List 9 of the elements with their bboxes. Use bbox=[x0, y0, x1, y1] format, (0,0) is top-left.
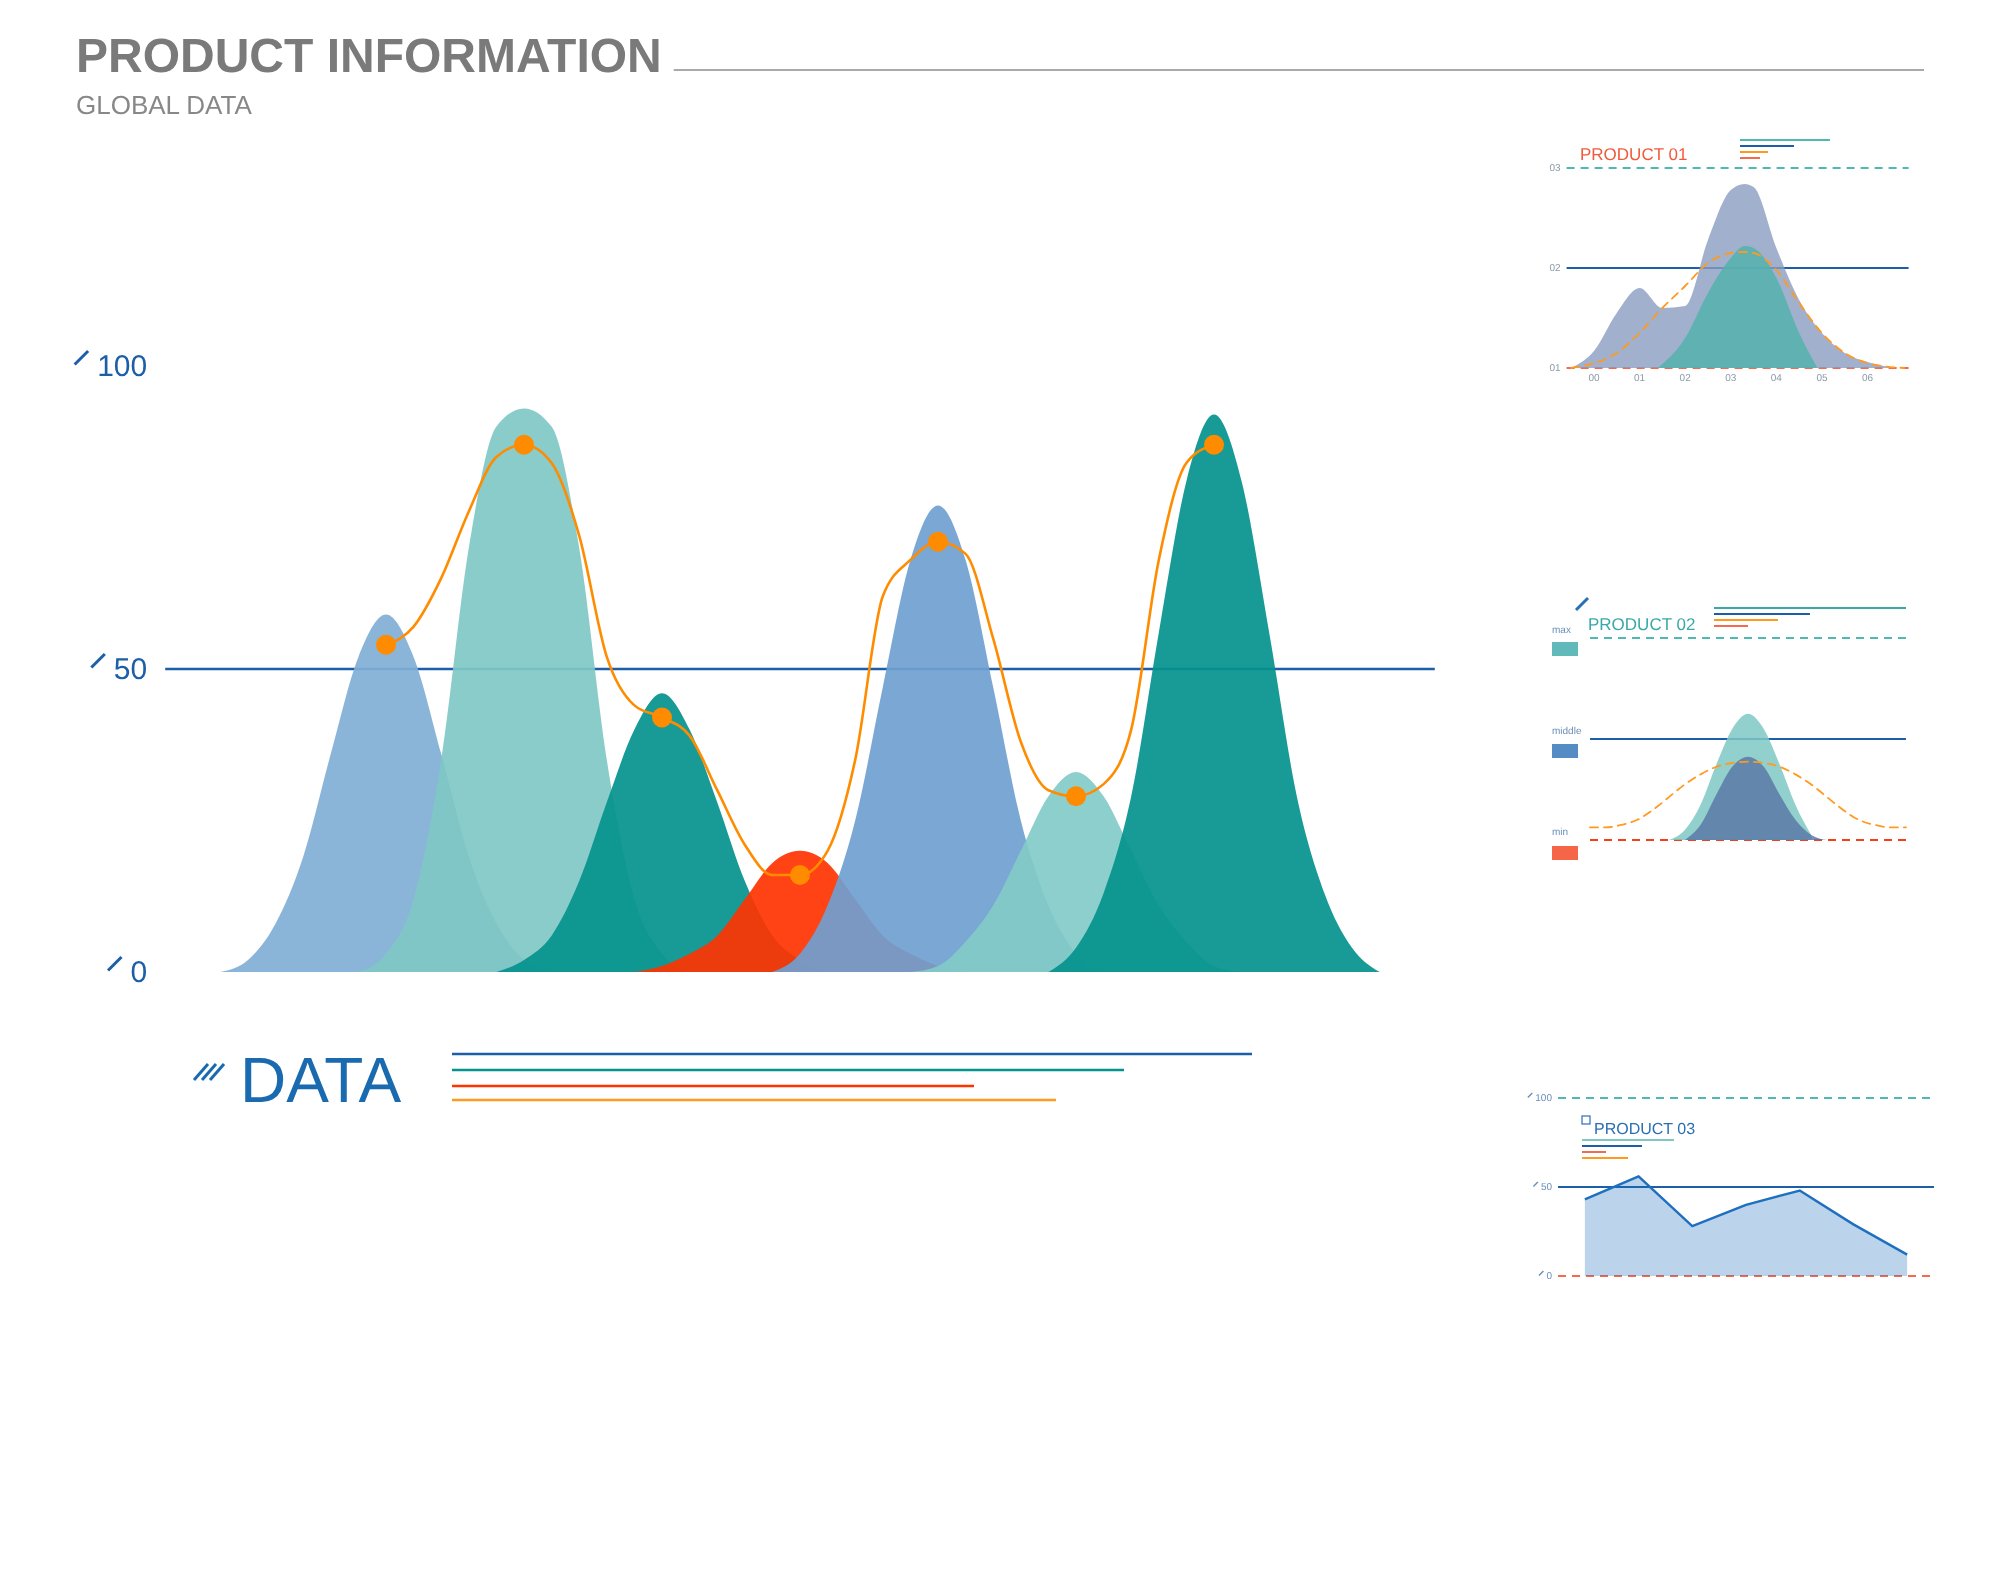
y-tick-label: 100 bbox=[97, 349, 148, 384]
y-tick-label: 0 bbox=[130, 955, 148, 990]
chart-title: PRODUCT 01 bbox=[1580, 144, 1688, 164]
chart-subtitle: GLOBAL DATA bbox=[76, 90, 253, 120]
text: DATA bbox=[240, 1044, 403, 1116]
chart-title: PRODUCT INFORMATION bbox=[76, 30, 662, 84]
y-tick-label: 50 bbox=[113, 652, 148, 687]
text: PRODUCT 03 bbox=[1594, 1120, 1697, 1138]
chart-title: PRODUCT 02 bbox=[1588, 614, 1696, 634]
